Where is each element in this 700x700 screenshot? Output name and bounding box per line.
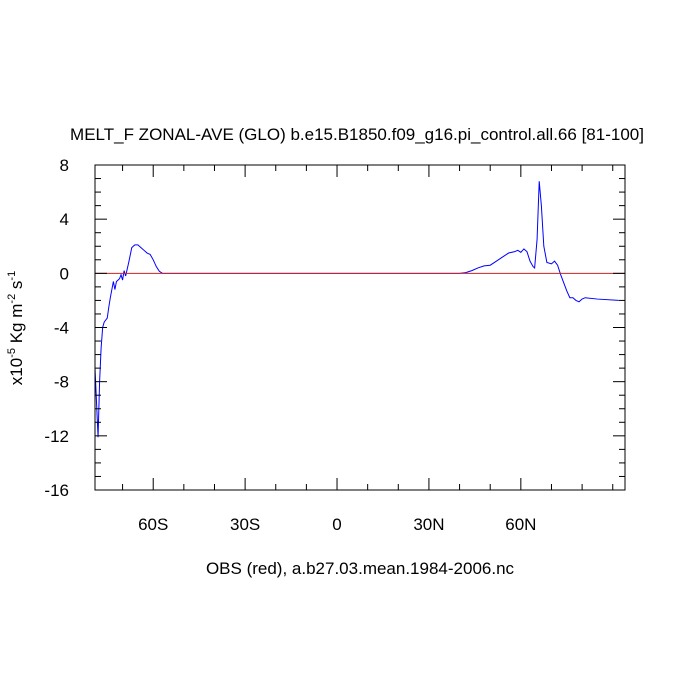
y-axis-label: x10-5 Kg m-2 s-1 — [6, 271, 26, 385]
y-label-part: s — [7, 281, 26, 294]
y-tick-label: 0 — [60, 264, 69, 283]
x-tick-label: 60N — [505, 515, 536, 534]
y-label-sup: -5 — [6, 348, 18, 358]
y-tick-label: -16 — [44, 481, 69, 500]
x-tick-label: 60S — [138, 515, 168, 534]
y-label-part: Kg m — [7, 304, 26, 348]
y-label-sup: -2 — [6, 294, 18, 304]
x-tick-label: 30S — [230, 515, 260, 534]
y-label-part: x10 — [7, 358, 26, 385]
footer: OBS (red), a.b27.03.mean.1984-2006.nc — [206, 559, 515, 578]
chart-title: MELT_F ZONAL-AVE (GLO) b.e15.B1850.f09_g… — [70, 125, 644, 144]
y-label-sup: -1 — [6, 271, 18, 281]
plot-frame — [94, 164, 626, 491]
y-tick-label: -8 — [54, 373, 69, 392]
y-tick-label: -4 — [54, 319, 69, 338]
y-tick-label: 4 — [60, 210, 69, 229]
y-tick-label: 8 — [60, 156, 69, 175]
x-tick-label: 30N — [413, 515, 444, 534]
data-line — [94, 181, 619, 438]
x-tick-label: 0 — [332, 515, 341, 534]
y-tick-label: -12 — [44, 427, 69, 446]
